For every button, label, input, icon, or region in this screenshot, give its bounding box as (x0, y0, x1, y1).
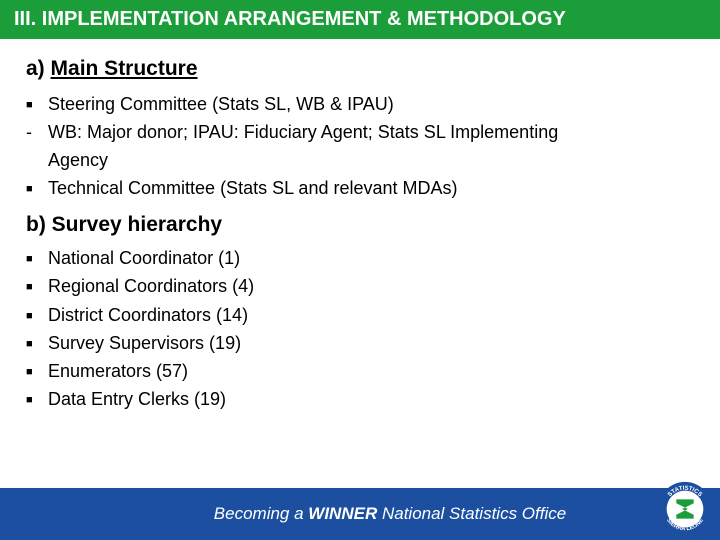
section-a-heading: a) Main Structure (26, 57, 694, 81)
list-item: Survey Supervisors (19) (26, 330, 694, 356)
bullet-square-icon (26, 175, 48, 201)
bullet-square-icon (26, 245, 48, 271)
section-b-title: Survey hierarchy (52, 213, 222, 236)
footer-bar: Becoming a WINNER National Statistics Of… (0, 488, 720, 540)
list-item: Enumerators (57) (26, 358, 694, 384)
statistics-logo-icon: STATISTICS SIERRA LEONE (656, 480, 714, 538)
bullet-text: Regional Coordinators (4) (48, 273, 694, 299)
list-item-continuation: Agency (48, 147, 694, 173)
title-bar: III. IMPLEMENTATION ARRANGEMENT & METHOD… (0, 0, 720, 39)
list-item: Regional Coordinators (4) (26, 273, 694, 299)
bullet-text: Technical Committee (Stats SL and releva… (48, 175, 694, 201)
bullet-text: Steering Committee (Stats SL, WB & IPAU) (48, 91, 694, 117)
section-a-title: Main Structure (51, 57, 198, 80)
section-b-heading: b) Survey hierarchy (26, 213, 694, 237)
bullet-text: Agency (48, 150, 108, 170)
content-area: a) Main Structure Steering Committee (St… (0, 39, 720, 412)
footer-bold: WINNER (308, 504, 377, 523)
bullet-text: Enumerators (57) (48, 358, 694, 384)
section-a-prefix: a) (26, 57, 51, 80)
list-item: Technical Committee (Stats SL and releva… (26, 175, 694, 201)
bullet-square-icon (26, 273, 48, 299)
list-item: Data Entry Clerks (19) (26, 386, 694, 412)
list-item: National Coordinator (1) (26, 245, 694, 271)
bullet-text: National Coordinator (1) (48, 245, 694, 271)
list-item: WB: Major donor; IPAU: Fiduciary Agent; … (26, 119, 694, 145)
bullet-square-icon (26, 302, 48, 328)
bullet-square-icon (26, 330, 48, 356)
bullet-square-icon (26, 386, 48, 412)
bullet-text: WB: Major donor; IPAU: Fiduciary Agent; … (48, 119, 694, 145)
section-b-prefix: b) (26, 213, 52, 236)
bullet-square-icon (26, 358, 48, 384)
title-text: III. IMPLEMENTATION ARRANGEMENT & METHOD… (14, 8, 566, 30)
list-item: Steering Committee (Stats SL, WB & IPAU) (26, 91, 694, 117)
bullet-dash-icon (26, 119, 48, 145)
footer-before: Becoming a (214, 504, 309, 523)
footer-after: National Statistics Office (377, 504, 566, 523)
bullet-square-icon (26, 91, 48, 117)
bullet-text: Survey Supervisors (19) (48, 330, 694, 356)
footer-text: Becoming a WINNER National Statistics Of… (214, 504, 566, 524)
list-item: District Coordinators (14) (26, 302, 694, 328)
bullet-text: Data Entry Clerks (19) (48, 386, 694, 412)
bullet-text: District Coordinators (14) (48, 302, 694, 328)
